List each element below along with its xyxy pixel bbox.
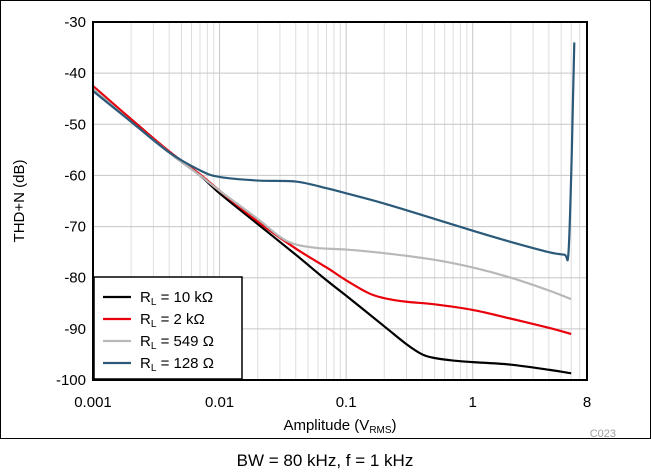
y-tick-label: -90 bbox=[64, 321, 86, 338]
x-tick-label: 0.1 bbox=[336, 394, 357, 411]
y-tick-label: -30 bbox=[64, 14, 86, 31]
y-tick-label: -40 bbox=[64, 65, 86, 82]
x-tick-label: 0.01 bbox=[205, 394, 234, 411]
y-axis-label: THD+N (dB) bbox=[11, 160, 28, 243]
legend-label: RL = 128 Ω bbox=[140, 355, 214, 374]
x-tick-label: 8 bbox=[583, 394, 591, 411]
figure-caption: BW = 80 kHz, f = 1 kHz bbox=[237, 451, 414, 470]
x-tick-label: 1 bbox=[469, 394, 477, 411]
tick-labels: -30 -40 -50 -60 -70 -80 -90 -100 0.001 0.01 0.1 1 8 bbox=[56, 14, 591, 411]
plot-border bbox=[92, 21, 588, 381]
y-tick-label: -80 bbox=[64, 270, 86, 287]
y-tick-label: -100 bbox=[56, 372, 86, 389]
legend-label: RL = 10 kΩ bbox=[140, 289, 213, 308]
series-layer bbox=[92, 42, 576, 375]
y-tick-label: -70 bbox=[64, 219, 86, 236]
legend-label: RL = 2 kΩ bbox=[140, 311, 205, 330]
x-axis-label: Amplitude (VRMS) bbox=[283, 417, 396, 436]
series-line bbox=[92, 87, 572, 301]
x-tick-label: 0.001 bbox=[74, 394, 112, 411]
legend: RL = 10 kΩ RL = 2 kΩ RL = 549 Ω RL = 128 Ω bbox=[93, 276, 243, 380]
series-line bbox=[92, 42, 576, 262]
legend-label: RL = 549 Ω bbox=[140, 333, 214, 352]
y-tick-label: -60 bbox=[64, 167, 86, 184]
figure-code: C023 bbox=[590, 428, 616, 440]
y-tick-label: -50 bbox=[64, 116, 86, 133]
